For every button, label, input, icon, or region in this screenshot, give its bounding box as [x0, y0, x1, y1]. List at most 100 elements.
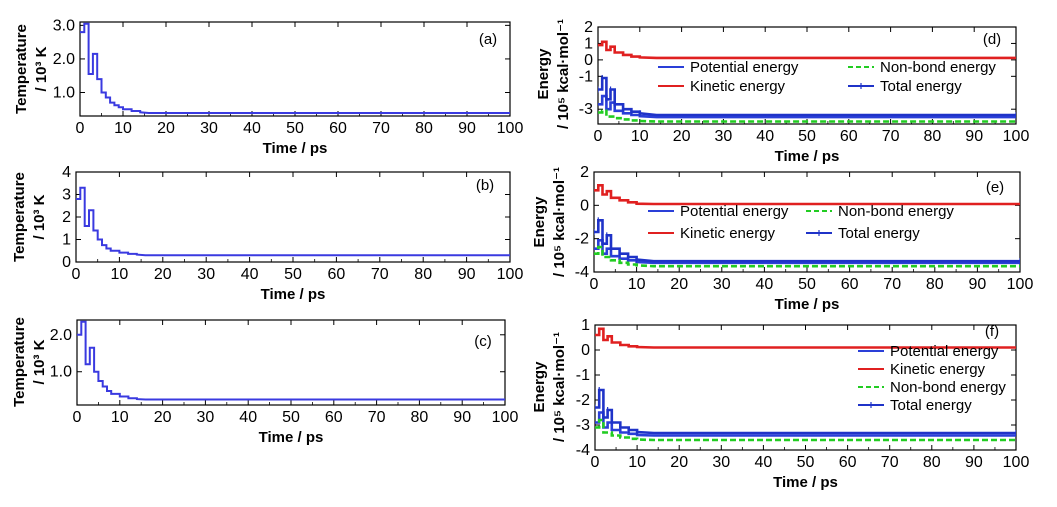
x-tick-label: 0: [72, 266, 81, 283]
x-axis-title: Time / ps: [773, 474, 838, 491]
x-tick-label: 30: [712, 454, 730, 471]
x-tick-label: 90: [965, 454, 983, 471]
y-axis-unit: / 10⁵ kcal·mol⁻¹: [555, 19, 572, 129]
legend-label: Kinetic energy: [680, 225, 776, 242]
x-tick-label: 30: [197, 266, 215, 283]
x-tick-label: 10: [111, 266, 129, 283]
x-tick-label: 100: [497, 266, 524, 283]
panel-label: (d): [983, 31, 1001, 48]
x-tick-label: 90: [458, 266, 476, 283]
x-axis-title: Time / ps: [263, 140, 328, 157]
legend-label: Non-bond energy: [838, 203, 954, 220]
plot-frame: [75, 171, 511, 263]
x-tick-label: 100: [492, 409, 519, 426]
y-tick-label: 1.0: [50, 364, 72, 381]
x-tick-label: 10: [631, 128, 649, 145]
chart-panel-e: 0 10 20 30 40 50 60 70 80 90 100 -4 -2 0 2 Time / ps Ene…: [531, 164, 1033, 313]
x-tick-label: 80: [415, 120, 433, 137]
y-tick-label: -4: [575, 264, 589, 281]
panel-label: (a): [479, 31, 497, 48]
x-tick-label: 50: [282, 409, 300, 426]
y-tick-label: 2: [62, 209, 71, 226]
x-tick-label: 20: [673, 128, 691, 145]
series-line-kinetic-energy: [598, 40, 1016, 60]
y-tick-label: 4: [62, 164, 71, 181]
x-tick-label: 40: [241, 266, 259, 283]
x-axis-title: Time / ps: [775, 296, 840, 313]
x-tick-label: 50: [286, 120, 304, 137]
y-axis-title: Energy: [531, 361, 548, 413]
y-tick-label: -2: [575, 231, 589, 248]
plot-frame: [593, 171, 1021, 273]
legend-label: Total energy: [838, 225, 920, 242]
chart-panel-c: 0 10 20 30 40 50 60 70 80 90 100 1.0 2.0 Time / ps Tem…: [11, 317, 518, 446]
y-axis-title: Energy: [531, 196, 548, 248]
legend-label: Total energy: [890, 397, 972, 414]
legend-label: Non-bond energy: [890, 379, 1006, 396]
x-tick-label: 70: [882, 128, 900, 145]
y-axis-unit: / 10⁵ kcal·mol⁻¹: [551, 332, 568, 442]
y-tick-label: 1: [584, 35, 593, 52]
legend-label: Potential energy: [680, 203, 789, 220]
x-tick-label: 100: [497, 120, 524, 137]
y-tick-label: 0: [62, 254, 71, 271]
chart-panel-a: 0 10 20 30 40 50 60 70 80 90 100 1.0 2.0 3.0 Time / ps…: [13, 17, 523, 157]
x-tick-label: 40: [243, 120, 261, 137]
x-tick-label: 20: [670, 454, 688, 471]
y-tick-label: -1: [576, 367, 590, 384]
x-axis-title: Time / ps: [775, 148, 840, 165]
x-tick-label: 60: [325, 409, 343, 426]
x-tick-label: 60: [841, 276, 859, 293]
legend-label: Kinetic energy: [890, 361, 986, 378]
series-line-non-bond-energy: [595, 418, 1016, 442]
x-tick-label: 0: [594, 128, 603, 145]
x-tick-label: 40: [756, 128, 774, 145]
x-tick-label: 50: [798, 276, 816, 293]
y-axis-title: Temperature: [13, 24, 30, 114]
x-tick-label: 30: [715, 128, 733, 145]
x-tick-label: 60: [840, 128, 858, 145]
plot-frame: [79, 21, 511, 117]
y-axis-unit: / 10³ K: [33, 46, 50, 91]
x-tick-label: 60: [328, 266, 346, 283]
x-tick-label: 70: [881, 454, 899, 471]
y-axis-unit: / 10⁵ kcal·mol⁻¹: [551, 167, 568, 277]
series-line-total-energy: [594, 219, 1020, 263]
x-tick-label: 70: [372, 120, 390, 137]
y-tick-label: 2.0: [50, 327, 72, 344]
y-tick-label: -4: [576, 442, 590, 459]
y-tick-label: 0: [584, 52, 593, 69]
y-tick-label: 2.0: [53, 51, 75, 68]
series-line-kinetic-energy: [594, 184, 1020, 206]
series-line: [80, 22, 510, 114]
y-tick-label: 2: [584, 19, 593, 36]
x-tick-label: 20: [670, 276, 688, 293]
x-tick-label: 60: [839, 454, 857, 471]
x-tick-label: 50: [798, 128, 816, 145]
x-tick-label: 80: [414, 266, 432, 283]
y-tick-label: 0: [581, 342, 590, 359]
series-line-kinetic-energy: [595, 327, 1016, 349]
x-tick-label: 60: [329, 120, 347, 137]
plot-frame: [76, 319, 506, 406]
x-tick-label: 50: [797, 454, 815, 471]
x-tick-label: 80: [924, 128, 942, 145]
x-tick-label: 100: [1007, 276, 1034, 293]
x-tick-label: 10: [114, 120, 132, 137]
y-tick-label: 2: [580, 164, 589, 181]
x-tick-label: 20: [157, 120, 175, 137]
x-tick-label: 70: [368, 409, 386, 426]
legend-label: Potential energy: [890, 343, 999, 360]
y-axis-title: Temperature: [11, 172, 28, 262]
x-tick-label: 0: [76, 120, 85, 137]
x-tick-label: 20: [154, 409, 172, 426]
x-tick-label: 100: [1003, 454, 1030, 471]
y-tick-label: -2: [576, 392, 590, 409]
x-tick-label: 90: [453, 409, 471, 426]
y-tick-label: -3: [579, 101, 593, 118]
panel-label: (e): [986, 179, 1004, 196]
x-tick-label: 20: [154, 266, 172, 283]
x-tick-label: 30: [713, 276, 731, 293]
series-line: [76, 186, 510, 257]
